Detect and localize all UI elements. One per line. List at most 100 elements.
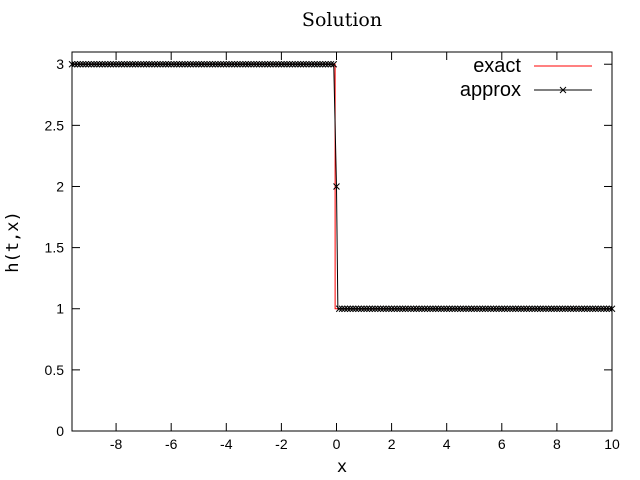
point-marker [410, 305, 417, 313]
point-marker [407, 305, 415, 313]
point-marker [283, 60, 291, 68]
point-marker [101, 60, 109, 68]
point-marker [413, 305, 420, 313]
point-marker [195, 60, 203, 68]
point-marker [495, 305, 503, 313]
point-marker [132, 60, 139, 68]
y-tick-label: 3 [56, 56, 64, 72]
point-marker [258, 60, 266, 68]
point-marker [545, 305, 552, 313]
point-marker [338, 305, 346, 313]
point-marker [415, 305, 423, 313]
point-marker [327, 60, 335, 68]
point-marker [236, 60, 244, 68]
point-marker [525, 305, 533, 313]
point-marker [432, 305, 440, 313]
point-marker [503, 305, 511, 313]
point-marker [178, 60, 186, 68]
point-marker [255, 60, 263, 68]
point-marker [470, 305, 478, 313]
point-marker [143, 60, 150, 68]
y-tick-label: 1 [56, 301, 64, 317]
x-tick-label: -2 [275, 436, 288, 452]
point-marker [371, 305, 379, 313]
series-line-approx [72, 63, 612, 310]
point-marker [76, 60, 84, 68]
point-marker [600, 305, 608, 313]
point-marker [165, 60, 172, 68]
point-marker [242, 60, 249, 68]
point-marker [220, 60, 227, 68]
point-marker [357, 305, 365, 313]
x-tick-label: 4 [443, 436, 451, 452]
point-marker [324, 60, 332, 68]
x-tick-label: 6 [498, 436, 506, 452]
point-marker [572, 305, 580, 313]
point-marker [82, 60, 90, 68]
point-marker [93, 60, 101, 68]
point-marker [418, 305, 426, 313]
point-marker [297, 60, 305, 68]
legend-label-exact: exact [473, 55, 521, 77]
x-tick-label: -4 [220, 436, 233, 452]
point-marker [120, 60, 128, 68]
point-marker [313, 60, 321, 68]
point-marker [520, 305, 528, 313]
y-tick-label: 0.5 [45, 362, 65, 378]
point-marker [269, 60, 277, 68]
point-marker [603, 305, 610, 313]
point-marker [424, 305, 431, 313]
point-marker [446, 305, 453, 313]
point-marker [319, 60, 327, 68]
point-marker [294, 60, 302, 68]
point-marker [451, 305, 459, 313]
point-marker [567, 305, 575, 313]
point-marker [374, 305, 382, 313]
point-marker [366, 305, 373, 313]
point-marker [443, 305, 451, 313]
point-marker [548, 305, 555, 313]
y-tick-label: 2.5 [45, 117, 65, 133]
point-marker [385, 305, 393, 313]
y-tick-label: 0 [56, 423, 64, 439]
point-marker [98, 60, 106, 68]
point-marker [107, 60, 114, 68]
point-marker [435, 305, 442, 313]
point-marker [181, 60, 189, 68]
x-tick-label: -6 [165, 436, 178, 452]
point-marker [448, 305, 456, 313]
point-marker [145, 60, 153, 68]
point-marker [476, 305, 484, 313]
point-marker [170, 60, 178, 68]
point-marker [209, 60, 216, 68]
point-marker [79, 60, 87, 68]
point-marker [399, 305, 406, 313]
point-marker [484, 305, 492, 313]
point-marker [85, 60, 92, 68]
point-marker [492, 305, 500, 313]
point-marker [87, 60, 95, 68]
point-marker [561, 305, 569, 313]
point-marker [206, 60, 214, 68]
point-marker [167, 60, 175, 68]
chart-title: Solution [302, 9, 382, 31]
point-marker [473, 305, 481, 313]
point-marker [333, 183, 340, 190]
point-marker [261, 60, 269, 68]
point-marker [118, 60, 125, 68]
point-marker [189, 60, 197, 68]
point-marker [247, 60, 255, 68]
y-tick-label: 1.5 [45, 240, 65, 256]
point-marker [556, 305, 564, 313]
point-marker [454, 305, 462, 313]
point-marker [512, 305, 519, 313]
point-marker [581, 305, 588, 313]
point-marker [534, 305, 541, 313]
point-marker [71, 60, 79, 68]
point-marker [286, 60, 294, 68]
point-marker [575, 305, 583, 313]
point-marker [225, 60, 233, 68]
point-marker [550, 305, 558, 313]
y-axis-label: h(t,x) [3, 211, 23, 272]
point-marker [479, 305, 486, 313]
